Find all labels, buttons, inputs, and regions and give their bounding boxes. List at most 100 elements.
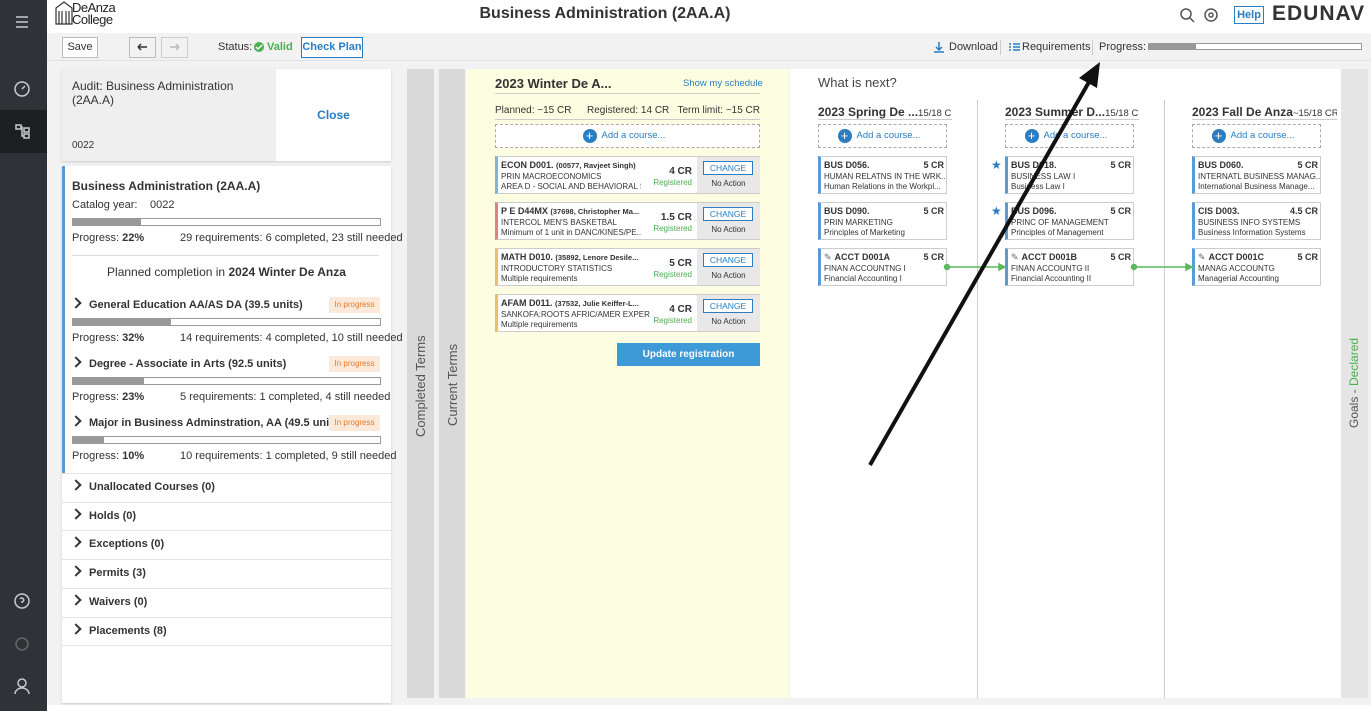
term-heading: 2023 Fall De Anza~15/18 CR [1192,103,1337,121]
section-row[interactable]: Permits (3) [70,565,146,579]
course-section: (37698, Christopher Ma... [550,207,640,216]
term-credits: ~15/18 CR [1292,108,1337,119]
progress-fill [73,319,172,325]
course-code-text: BUS D018. [1011,160,1057,170]
requirement-title[interactable]: General Education AA/AS DA (39.5 units) [70,297,303,311]
help-button[interactable]: Help [1234,6,1264,24]
download-button[interactable]: Download [949,41,998,53]
planned-course-card[interactable]: CIS D003. 4.5 CR BUSINESS INFO SYSTEMS Busi… [1192,202,1321,240]
course-status: Registered [653,178,692,187]
progress-summary: 5 requirements: 1 completed, 4 still nee… [180,391,391,403]
course-credits: 4 CR [669,166,692,177]
progress-value: 23% [122,391,145,403]
strip-label[interactable]: Completed Terms [413,335,428,437]
planned-course-card[interactable]: ✎ ACCT D001B 5 CR FINAN ACCOUNTG II Financia… [1005,248,1134,286]
section-row[interactable]: Holds (0) [70,508,137,522]
course-desc: International Business Manage... [1198,182,1315,191]
section-row[interactable]: Placements (8) [70,622,167,637]
course-title: INTRODUCTORY STATISTICS [501,264,613,273]
course-code-text: BUS D090. [824,206,870,216]
section-row[interactable]: Exceptions (0) [70,536,165,551]
section-divider [62,645,391,646]
change-button[interactable]: CHANGE [703,299,753,313]
section-row[interactable]: Waivers (0) [70,594,147,608]
audit-title: Audit: Business Administration (2AA.A) [72,79,234,107]
divider [495,93,760,94]
edit-icon: ✎ [824,252,832,262]
planned-course-card[interactable]: BUS D018. 5 CR BUSINESS LAW I Business Law … [1005,156,1134,194]
section-divider [62,559,391,561]
section-name: Holds (0) [89,509,137,522]
undo-button[interactable] [129,37,156,58]
brand: EDUNAV [1272,2,1366,25]
requirement-title[interactable]: Degree - Associate in Arts (92.5 units) [70,356,286,370]
add-course-button[interactable]: + Add a course... [495,124,760,148]
add-course-button[interactable]: + Add a course... [1192,124,1321,148]
course-desc: Financial Accounting I [824,274,902,283]
redo-button[interactable] [161,37,188,58]
course-code: ECON D001. (00577, Ravjeet Singh) [501,160,656,170]
section-name: Exceptions (0) [89,538,165,551]
course-note: AREA D - SOCIAL AND BEHAVIORAL S... [501,182,641,191]
divider [818,119,952,120]
course-title: FINAN ACCOUNTNG I [824,264,906,273]
course-code: BUS D096. [1011,206,1057,216]
course-title: BUSINESS INFO SYSTEMS [1198,218,1301,227]
goals-status: Declared [1347,337,1361,386]
action-status: No Action [711,271,746,280]
action-status: No Action [711,225,746,234]
logo-text: DeAnza [72,0,116,15]
requirement-title[interactable]: Major in Business Adminstration, AA (49.… [70,415,343,429]
show-schedule-link[interactable]: Show my schedule [683,78,763,89]
check-plan-button[interactable]: Check Plan [301,37,363,58]
add-icon: + [837,129,852,143]
planned-course-card[interactable]: BUS D090. 5 CR PRIN MARKETING Principles of… [818,202,947,240]
course-title: INTERCOL MEN'S BASKETBAL [501,218,617,227]
course-card: MATH D010. (35892, Lenore Desile... INTRO… [495,248,760,286]
change-button[interactable]: CHANGE [703,161,753,175]
course-credits: 5 CR [923,252,944,262]
requirements-button[interactable]: Requirements [1022,41,1091,53]
course-credits: 4 CR [669,304,692,315]
course-code: BUS D090. [824,206,870,216]
strip-label[interactable]: Current Terms [445,343,460,426]
chevron [70,594,82,606]
course-desc: Financial Accounting II [1011,274,1092,283]
progress-text: Progress: 23% [72,391,144,403]
save-button[interactable]: Save [62,37,98,58]
course-credits: 4.5 CR [1289,206,1318,216]
close-button[interactable]: Close [317,108,350,122]
term-title: 2023 Winter De A... [495,76,612,91]
planned-course-card[interactable]: BUS D060. 5 CR INTERNATL BUSINESS MANAG...… [1192,156,1321,194]
planned-course-card[interactable]: BUS D096. 5 CR PRINC OF MANAGEMENT Principl… [1005,202,1134,240]
planned-course-card[interactable]: ✎ ACCT D001A 5 CR FINAN ACCOUNTNG I Financia… [818,248,947,286]
add-icon: + [1211,129,1226,143]
course-credits: 5 CR [923,206,944,216]
course-credits: 5 CR [1110,206,1131,216]
progress-summary: 29 requirements: 6 completed, 23 still n… [180,232,403,244]
course-credits: 1.5 CR [660,212,692,223]
column-divider [1164,100,1165,698]
progress-value: 10% [122,450,145,462]
progress-fill [73,219,141,225]
planned-course-card[interactable]: BUS D056. 5 CR HUMAN RELATNS IN THE WRK...… [818,156,947,194]
change-button[interactable]: CHANGE [703,253,753,267]
add-course-button[interactable]: + Add a course... [1005,124,1134,148]
planned-course-card[interactable]: ✎ ACCT D001C 5 CR MANAG ACCOUNTG Managerial … [1192,248,1321,286]
course-credits: 5 CR [1297,252,1318,262]
goals-label[interactable]: Goals - Declared [1347,338,1361,428]
progress-fill [73,378,144,384]
update-registration-button[interactable]: Update registration [617,343,760,366]
progress-text: Progress: 32% [72,332,144,344]
progress-label: Progress: [72,450,120,462]
course-desc: Principles of Management [1011,228,1104,237]
add-course-button[interactable]: + Add a course... [818,124,947,148]
current-terms-strip [439,69,465,698]
star-icon: ★ [991,204,1002,218]
change-button[interactable]: CHANGE [703,207,753,221]
section-divider [62,616,391,618]
section-name: Unallocated Courses (0) [89,481,215,493]
chevron [70,297,82,309]
section-row[interactable]: Unallocated Courses (0) [70,479,215,493]
